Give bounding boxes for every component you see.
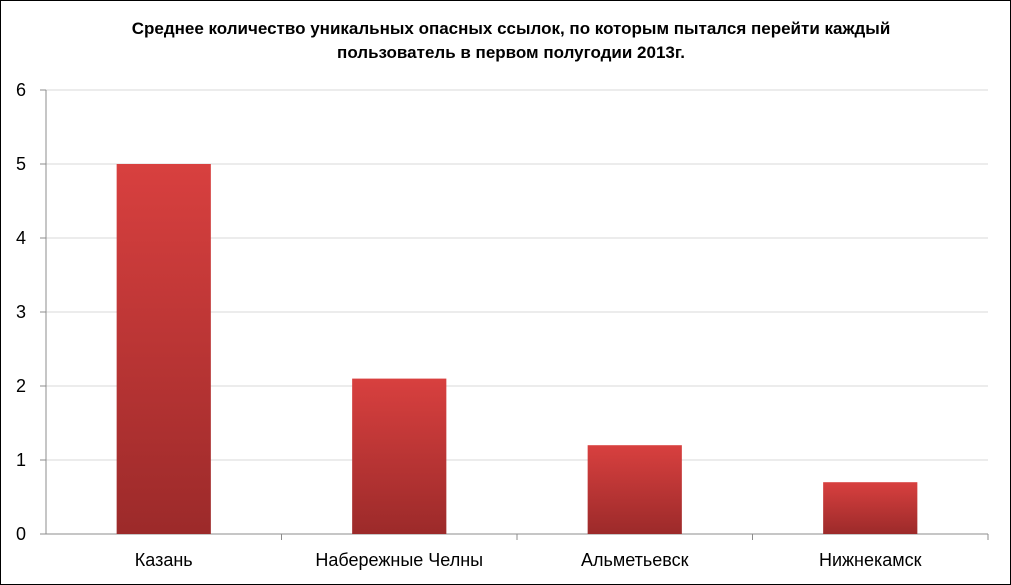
x-category-label: Казань (135, 550, 193, 570)
y-tick-labels: 0 1 2 3 4 5 6 (16, 80, 26, 544)
y-tick-label: 2 (16, 376, 26, 396)
bars (116, 164, 918, 534)
y-tick-label: 5 (16, 154, 26, 174)
x-category-label: Набережные Челны (315, 550, 483, 570)
y-tick-label: 1 (16, 450, 26, 470)
bar (823, 482, 918, 534)
x-category-label: Альметьевск (581, 550, 689, 570)
x-category-label: Нижнекамск (819, 550, 922, 570)
chart-title-line-1: Среднее количество уникальных опасных сс… (131, 19, 891, 38)
bar (587, 445, 682, 534)
y-tick-label: 6 (16, 80, 26, 100)
chart-title-line-2: пользователь в первом полугодии 2013г. (337, 43, 685, 62)
x-category-labels: Казань Набережные Челны Альметьевск Нижнека… (135, 550, 922, 570)
y-tick-label: 4 (16, 228, 26, 248)
bar (352, 378, 447, 534)
y-tick-label: 0 (16, 524, 26, 544)
bar (116, 164, 211, 534)
y-tick-label: 3 (16, 302, 26, 322)
chart-title: Среднее количество уникальных опасных сс… (61, 17, 961, 65)
